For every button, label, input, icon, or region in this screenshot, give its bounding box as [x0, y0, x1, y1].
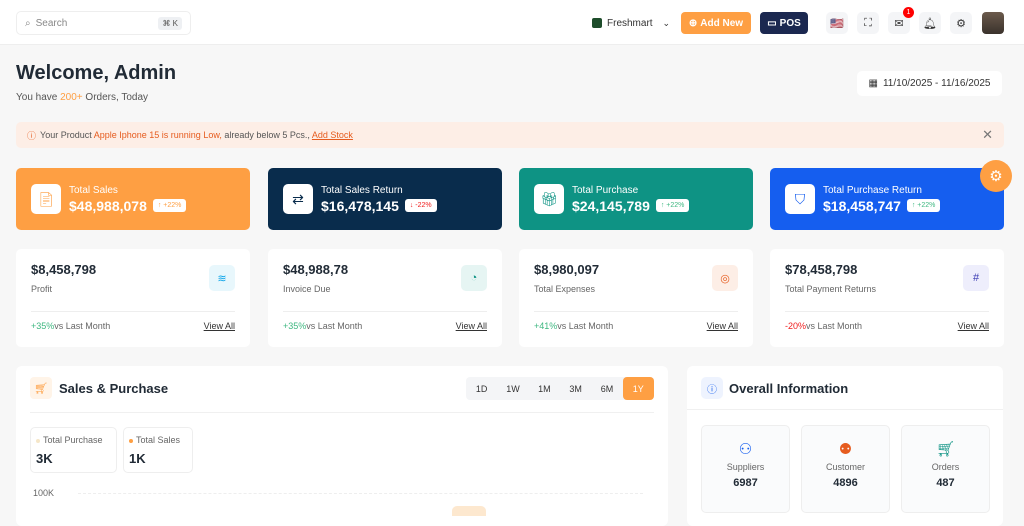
shortcut-hint: ⌘ K	[158, 16, 182, 30]
view-all-link[interactable]: View All	[957, 321, 989, 331]
date-range-picker[interactable]: ▦ 11/10/2025 - 11/16/2025	[857, 71, 1002, 96]
divider	[283, 311, 487, 312]
search-input[interactable]: ⌕ Search ⌘ K	[16, 11, 191, 35]
overall-item-suppliers: ⚇ Suppliers 6987	[701, 425, 790, 513]
user-check-icon: ⚇	[738, 441, 753, 458]
theme-settings-button[interactable]: ⚙	[980, 160, 1012, 192]
divider	[534, 311, 738, 312]
view-all-link[interactable]: View All	[455, 321, 487, 331]
flag-us-icon[interactable]: 🇺🇸	[826, 12, 848, 34]
hash-icon: #	[963, 265, 989, 291]
pos-button[interactable]: ▭ POS	[760, 12, 808, 34]
pie-chart-icon: ◔	[461, 265, 487, 291]
summary-card: $8,980,097 Total Expenses ◎ +41% vs Last Mo…	[519, 249, 753, 347]
target-icon: ◎	[712, 265, 738, 291]
page-title: Welcome, Admin	[16, 62, 177, 84]
info-icon: ⓘ	[701, 377, 723, 399]
view-all-link[interactable]: View All	[203, 321, 235, 331]
change-badge: ↓ -22%	[404, 199, 437, 212]
summary-card: $8,458,798 Profit ≋ +35% vs Last Month View …	[16, 249, 250, 347]
range-tabs: 1D 1W 1M 3M 6M 1Y	[466, 377, 654, 400]
notification-badge: 1	[903, 7, 914, 18]
sales-purchase-title: Sales & Purchase	[59, 381, 169, 396]
range-tab-1w[interactable]: 1W	[506, 383, 520, 394]
range-tab-1m[interactable]: 1M	[538, 383, 551, 394]
cart-icon: 🛒︎	[935, 441, 956, 458]
fullscreen-icon[interactable]: ⛶	[857, 12, 879, 34]
change-badge: ↑ +22%	[655, 199, 690, 212]
view-all-link[interactable]: View All	[706, 321, 738, 331]
range-tab-3m[interactable]: 3M	[569, 383, 582, 394]
users-icon: ⚉	[838, 441, 853, 458]
chart-bar	[452, 506, 486, 516]
layers-icon: ≋	[209, 265, 235, 291]
repeat-icon: ⇄	[283, 184, 313, 214]
stat-card: ⇄ Total Sales Return $16,478,145 ↓ -22%	[268, 168, 502, 230]
divider	[687, 409, 1003, 410]
gridline	[78, 493, 643, 494]
welcome-subtitle: You have 200+ Orders, Today	[16, 92, 149, 103]
legend-item: Total Sales 1K	[123, 427, 193, 473]
range-tab-6m[interactable]: 6M	[600, 383, 614, 394]
search-icon: ⌕	[25, 17, 31, 29]
cart-icon: 🛒︎	[30, 377, 52, 399]
legend-dot	[129, 438, 133, 443]
mail-icon: ✉	[894, 17, 904, 30]
divider	[785, 311, 989, 312]
overall-item-customer: ⚉ Customer 4896	[801, 425, 890, 513]
plus-circle-icon: ⊕	[688, 17, 698, 29]
store-select[interactable]: Freshmart ⌄	[588, 11, 674, 35]
range-tab-1d[interactable]: 1D	[475, 383, 488, 394]
overall-item-orders: 🛒︎ Orders 487	[901, 425, 990, 513]
change-badge: ↑ +22%	[906, 199, 941, 212]
calendar-icon: ▦	[868, 78, 878, 89]
chevron-down-icon: ⌄	[662, 17, 670, 28]
low-stock-alert: ⓘ Your Product Apple Iphone 15 is runnin…	[16, 122, 1004, 148]
stat-card: 🎁︎ Total Purchase $24,145,789 ↑ +22%	[519, 168, 753, 230]
y-tick-label: 100K	[33, 488, 55, 498]
add-stock-link[interactable]: Add Stock	[311, 130, 353, 140]
add-new-button[interactable]: ⊕ Add New	[681, 12, 751, 34]
settings-icon[interactable]: ⚙	[950, 12, 972, 34]
range-tab-1y[interactable]: 1Y	[622, 377, 654, 400]
legend-item: Total Purchase 3K	[30, 427, 117, 473]
pocket-icon: ⛉	[785, 184, 815, 214]
close-icon[interactable]: ✕	[982, 127, 993, 142]
summary-card: $48,988,78 Invoice Due ◔ +35% vs Last Month…	[268, 249, 502, 347]
gift-icon: 🎁︎	[534, 184, 564, 214]
store-logo-icon	[592, 18, 602, 28]
info-icon: ⓘ	[27, 130, 37, 141]
stat-card: ⛉ Total Purchase Return $18,458,747 ↑ +22%	[770, 168, 1004, 230]
file-text-icon: 📄︎	[31, 184, 61, 214]
stat-card: 📄︎ Total Sales $48,988,078 ↑ +22%	[16, 168, 250, 230]
divider	[30, 412, 654, 413]
legend-dot	[36, 438, 40, 443]
overall-info-title: Overall Information	[729, 381, 849, 396]
summary-card: $78,458,798 Total Payment Returns # -20% vs…	[770, 249, 1004, 347]
monitor-icon: ▭	[767, 17, 777, 29]
change-badge: ↑ +22%	[152, 199, 187, 212]
avatar[interactable]	[982, 12, 1004, 34]
gear-icon: ⚙	[989, 168, 1003, 185]
bell-icon[interactable]: 🔔︎	[919, 12, 941, 34]
divider	[31, 311, 235, 312]
mail-button[interactable]: ✉ 1	[888, 7, 914, 34]
